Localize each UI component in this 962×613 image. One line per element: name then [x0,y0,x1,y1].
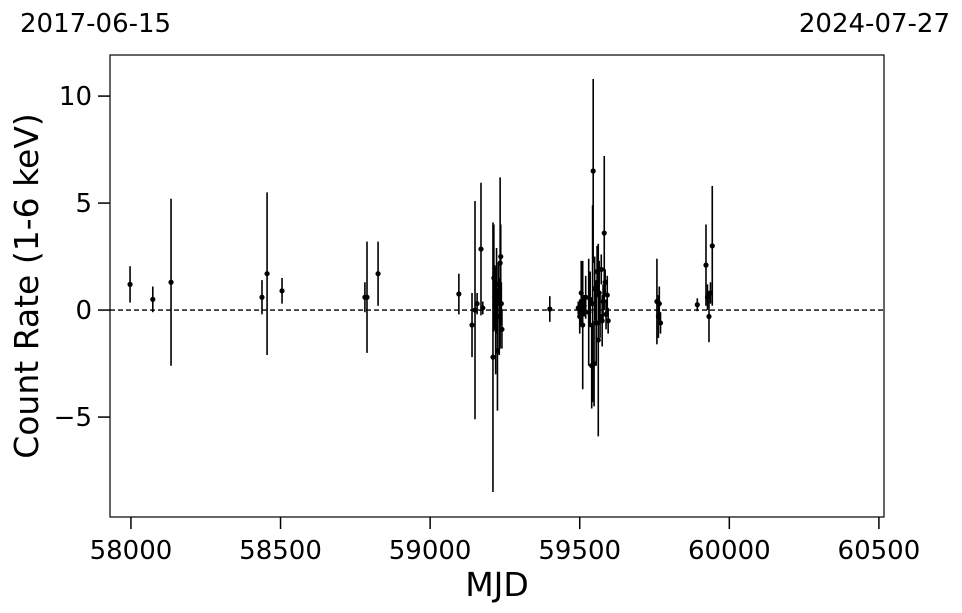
data-point [604,292,610,298]
data-point [469,322,475,328]
start-date: 2017-06-15 [20,9,171,39]
end-date: 2024-07-27 [799,9,950,39]
data-point [605,318,611,324]
x-axis-label: MJD [465,565,529,604]
data-point [694,302,700,308]
data-point [264,271,270,277]
y-tick-label: 0 [75,296,92,326]
data-point [583,294,589,300]
data-point [499,326,505,332]
data-point [601,230,607,236]
y-tick-label: 5 [75,189,92,219]
data-point [547,306,553,312]
x-tick-label: 59500 [538,536,621,566]
data-point [127,281,133,287]
x-tick-label: 58000 [90,536,173,566]
data-point [706,313,712,320]
data-point [168,279,174,285]
data-point [490,354,496,360]
data-point [580,322,586,328]
data-point [480,305,486,311]
y-tick-label: 10 [59,82,92,112]
x-tick-label: 59000 [389,536,472,566]
data-point [598,266,604,273]
y-tick-label: −5 [54,403,92,433]
y-axis-label: Count Rate (1-6 keV) [7,113,46,459]
data-point [456,291,462,297]
x-tick-label: 58500 [239,536,322,566]
data-point [596,290,602,296]
plot-frame [109,54,885,518]
data-point [709,243,715,249]
data-point [703,262,709,268]
x-tick-label: 60500 [838,536,921,566]
data-point [364,294,370,300]
data-point [595,337,601,343]
data-point [498,253,504,260]
data-point [259,294,265,300]
data-point [279,288,285,294]
data-point [587,296,593,302]
data-point [474,301,480,307]
data-point [590,168,596,174]
data-point [375,271,381,277]
data-point [478,246,484,252]
data-point [656,301,662,307]
data-point [599,318,605,324]
data-point [657,320,664,326]
data-point [150,296,156,302]
data-point [498,301,504,307]
x-tick-label: 60000 [688,536,771,566]
